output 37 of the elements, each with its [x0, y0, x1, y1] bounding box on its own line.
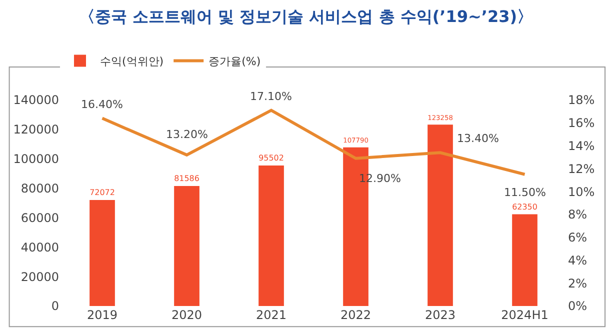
- data-label: 17.10%: [250, 90, 292, 103]
- bar: [90, 200, 115, 306]
- y-tick-label: 20000: [20, 270, 59, 284]
- y2-tick-label: 2%: [568, 276, 588, 290]
- bar: [174, 186, 200, 306]
- y-tick-label: 0: [51, 299, 59, 314]
- legend-label: 증가율(%): [208, 55, 261, 68]
- data-label: 11.50%: [504, 186, 546, 199]
- x-tick-label: 2023: [424, 308, 456, 322]
- y2-tick-label: 18%: [568, 93, 595, 108]
- y2-tick-label: 8%: [568, 208, 588, 222]
- y2-tick-label: 10%: [568, 184, 595, 199]
- y2-tick-label: 14%: [568, 138, 595, 153]
- data-label: 13.40%: [457, 132, 499, 145]
- y-tick-label: 140000: [13, 93, 59, 108]
- x-tick-label: 2021: [256, 308, 287, 322]
- y-tick-label: 80000: [20, 181, 59, 196]
- y2-tick-label: 0%: [568, 299, 588, 314]
- chart-title: 〈중국 소프트웨어 및 정보기술 서비스업 총 수익(’19~’23)〉: [78, 6, 534, 28]
- data-label: 13.20%: [166, 128, 208, 141]
- y-tick-label: 120000: [13, 122, 59, 137]
- y2-tick-label: 6%: [568, 230, 588, 245]
- y2-tick-label: 12%: [568, 162, 595, 176]
- y2-tick-label: 16%: [568, 116, 595, 130]
- x-tick-label: 2020: [171, 308, 202, 322]
- x-tick-label: 2019: [86, 308, 118, 322]
- data-label: 16.40%: [81, 98, 123, 111]
- bar: [512, 214, 538, 306]
- y-tick-label: 100000: [13, 152, 59, 166]
- x-tick-label: 2022: [340, 308, 372, 322]
- legend-label: 수익(억위안): [100, 55, 164, 68]
- y2-tick-label: 4%: [568, 253, 588, 268]
- x-tick-label: 2024H1: [501, 308, 548, 322]
- bar: [258, 165, 284, 306]
- y-tick-label: 60000: [20, 210, 59, 225]
- y-tick-label: 40000: [20, 240, 59, 254]
- bar: [428, 124, 453, 306]
